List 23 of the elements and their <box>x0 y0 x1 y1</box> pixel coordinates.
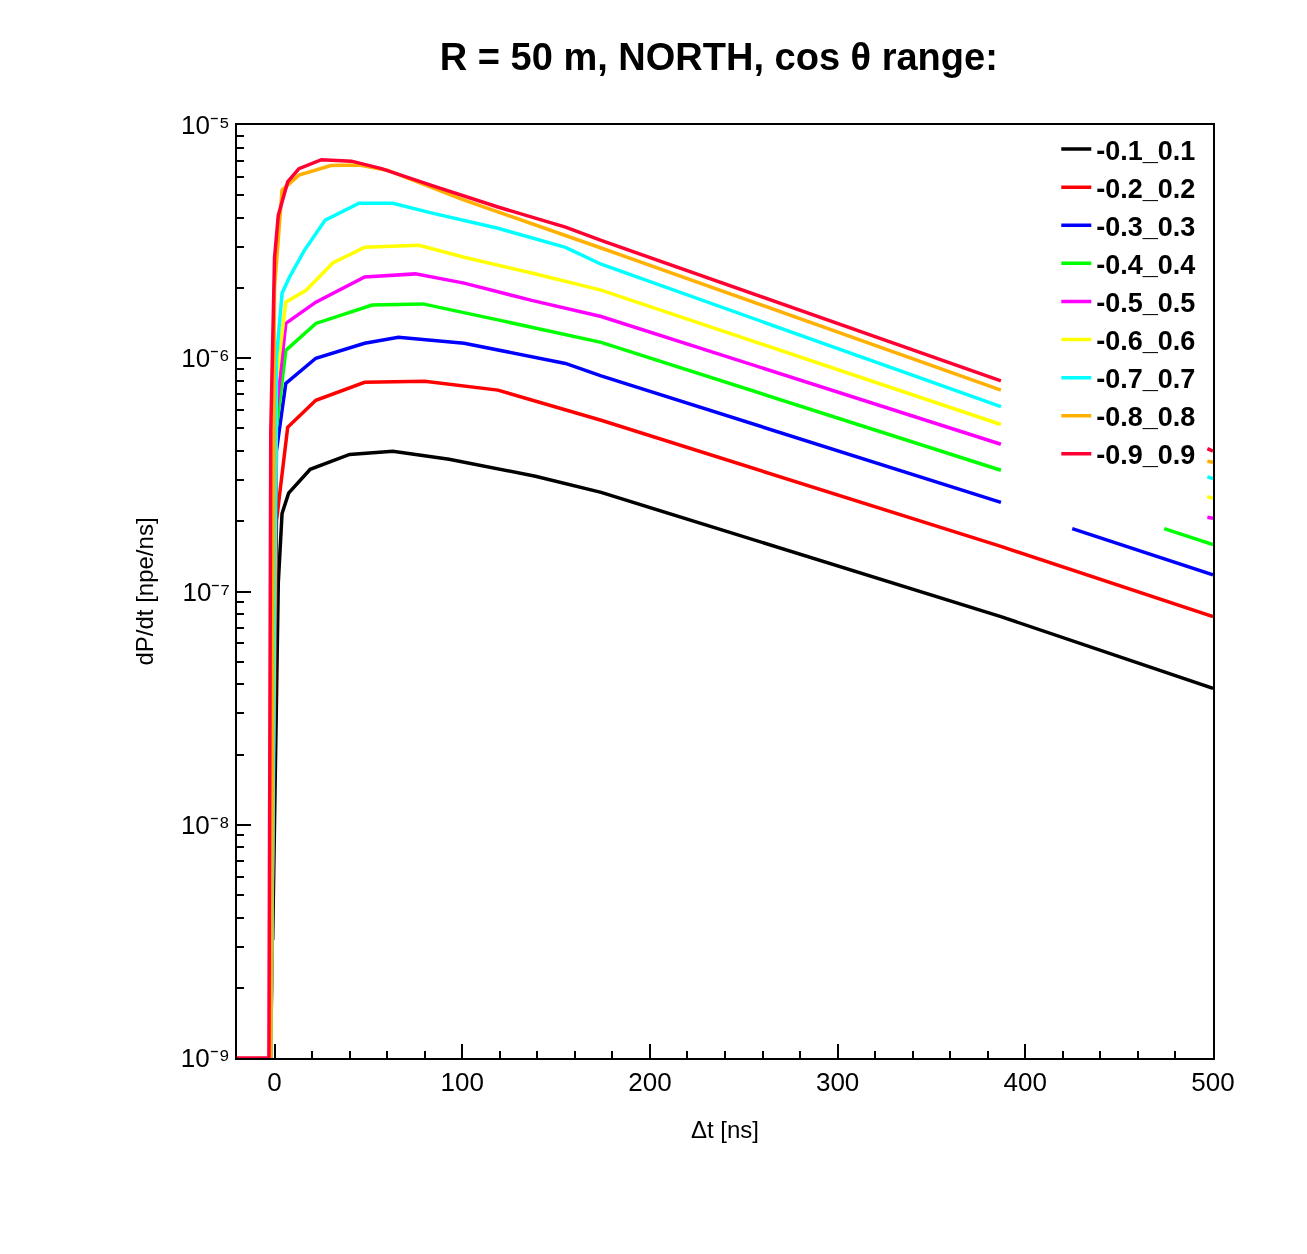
x-tick-label: 200 <box>628 1067 672 1098</box>
y-axis-title: dP/dt [npe/ns] <box>131 517 159 666</box>
y-tick-label: 10⁻⁵ <box>181 110 230 141</box>
legend-label: -0.1_0.1 <box>1096 135 1196 166</box>
y-tick-label: 10⁻⁸ <box>180 809 230 840</box>
legend-label: -0.7_0.7 <box>1096 364 1196 395</box>
legend-label: -0.4_0.4 <box>1096 249 1196 280</box>
legend-label: -0.5_0.5 <box>1096 287 1196 318</box>
y-tick-label: 10⁻⁷ <box>182 576 230 607</box>
x-axis-title: Δt [ns] <box>690 1116 760 1143</box>
legend-label: -0.3_0.3 <box>1096 211 1196 242</box>
legend-label: -0.9_0.9 <box>1096 440 1196 471</box>
legend-label: -0.2_0.2 <box>1096 173 1196 204</box>
x-tick-label: 100 <box>440 1067 484 1098</box>
chart-title: R = 50 m, NORTH, cos θ range: <box>439 36 998 79</box>
x-tick-label: 300 <box>815 1067 860 1098</box>
y-tick-label: 10⁻⁹ <box>180 1043 230 1074</box>
x-tick-label: 0 <box>267 1067 282 1098</box>
y-tick-label: 10⁻⁶ <box>181 343 230 374</box>
x-tick-label: 500 <box>1191 1067 1235 1098</box>
legend-label: -0.8_0.8 <box>1096 402 1196 433</box>
legend-label: -0.6_0.6 <box>1096 326 1196 357</box>
x-tick-label: 400 <box>1003 1067 1048 1098</box>
